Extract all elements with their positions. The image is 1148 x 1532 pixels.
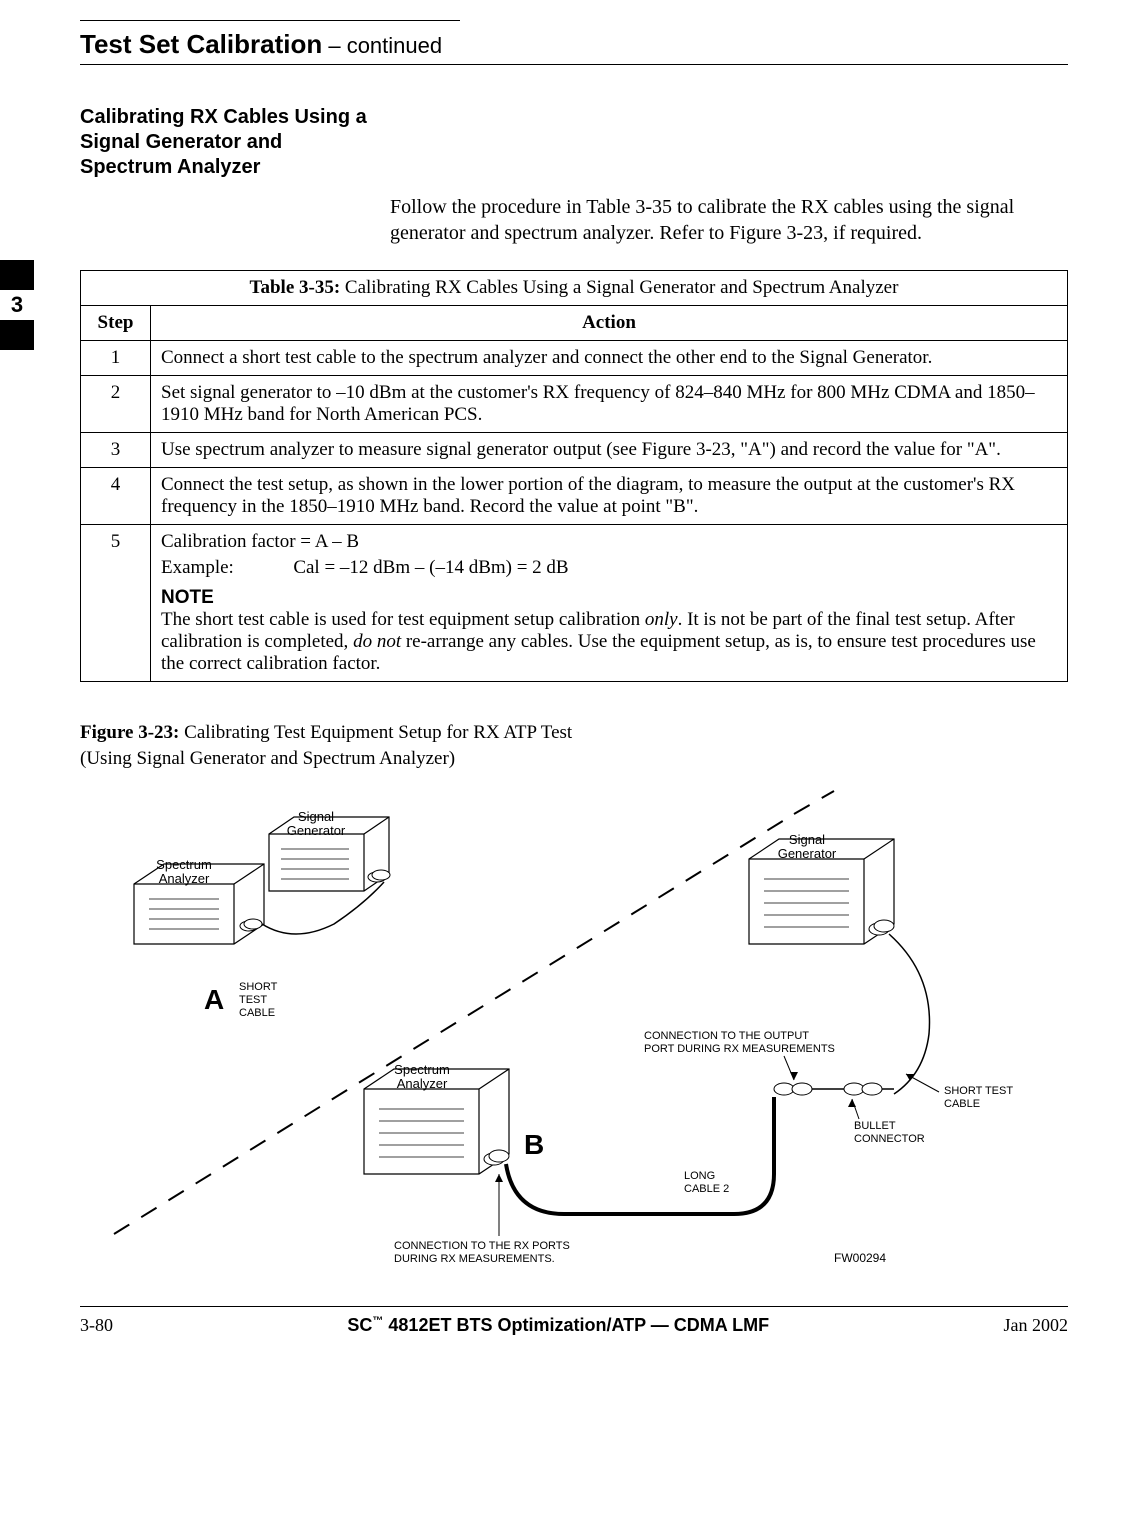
svg-text:SHORT TEST: SHORT TEST bbox=[944, 1085, 1013, 1097]
figure-number: Figure 3-23: bbox=[80, 722, 179, 743]
footer-tm: ™ bbox=[372, 1315, 383, 1327]
table-head-step: Step bbox=[81, 306, 151, 341]
table-row: 2 Set signal generator to –10 dBm at the… bbox=[81, 376, 1068, 433]
table-caption-row: Table 3-35: Calibrating RX Cables Using … bbox=[81, 271, 1068, 306]
svg-text:Spectrum: Spectrum bbox=[156, 857, 212, 872]
figure-diagram: Spectrum Analyzer Signal Generato bbox=[80, 774, 1068, 1294]
table-action: Connect a short test cable to the spectr… bbox=[151, 341, 1068, 376]
table-step: 4 bbox=[81, 468, 151, 525]
step5-example-value: Cal = –12 dBm – (–14 dBm) = 2 dB bbox=[293, 557, 568, 578]
svg-text:CABLE 2: CABLE 2 bbox=[684, 1183, 729, 1195]
step5-note-text: The short test cable is used for test eq… bbox=[161, 609, 1057, 675]
section-title-line3: Spectrum Analyzer bbox=[80, 156, 260, 178]
svg-text:Analyzer: Analyzer bbox=[397, 1076, 448, 1091]
table-step: 5 bbox=[81, 525, 151, 682]
svg-text:CABLE: CABLE bbox=[239, 1007, 275, 1019]
svg-text:Generator: Generator bbox=[287, 823, 346, 838]
figure-subtitle: (Using Signal Generator and Spectrum Ana… bbox=[80, 748, 1068, 770]
table-step: 3 bbox=[81, 433, 151, 468]
table-caption-prefix: Table 3-35: bbox=[250, 277, 341, 298]
note-em-only: only bbox=[645, 609, 678, 630]
svg-text:DURING RX MEASUREMENTS.: DURING RX MEASUREMENTS. bbox=[394, 1253, 555, 1265]
svg-text:B: B bbox=[524, 1129, 544, 1160]
running-header-continued: – continued bbox=[322, 33, 442, 58]
svg-text:LONG: LONG bbox=[684, 1170, 715, 1182]
footer-center-pre: SC bbox=[347, 1315, 372, 1335]
side-tab-top bbox=[0, 260, 34, 290]
footer-rule bbox=[80, 1306, 1068, 1307]
svg-text:BULLET: BULLET bbox=[854, 1120, 896, 1132]
table-action: Use spectrum analyzer to measure signal … bbox=[151, 433, 1068, 468]
table-row: 5 Calibration factor = A – B Example: Ca… bbox=[81, 525, 1068, 682]
page-footer: 3-80 SC™ 4812ET BTS Optimization/ATP — C… bbox=[80, 1315, 1068, 1336]
svg-text:CONNECTION TO THE RX PORTS: CONNECTION TO THE RX PORTS bbox=[394, 1240, 570, 1252]
step5-line1: Calibration factor = A – B bbox=[161, 531, 1057, 553]
table-step: 1 bbox=[81, 341, 151, 376]
table-head-action: Action bbox=[151, 306, 1068, 341]
svg-text:A: A bbox=[204, 984, 224, 1015]
note-em-donot: do not bbox=[353, 631, 401, 652]
section-title-line1: Calibrating RX Cables Using a bbox=[80, 106, 367, 128]
figure-title: Calibrating Test Equipment Setup for RX … bbox=[179, 722, 572, 743]
section-title: Calibrating RX Cables Using a Signal Gen… bbox=[80, 105, 380, 180]
table-row: 4 Connect the test setup, as shown in th… bbox=[81, 468, 1068, 525]
table-action: Connect the test setup, as shown in the … bbox=[151, 468, 1068, 525]
svg-text:Analyzer: Analyzer bbox=[159, 871, 210, 886]
header-rule bbox=[80, 64, 1068, 65]
running-header-title: Test Set Calibration bbox=[80, 29, 322, 59]
svg-text:CONNECTOR: CONNECTOR bbox=[854, 1133, 925, 1145]
table-row: 3 Use spectrum analyzer to measure signa… bbox=[81, 433, 1068, 468]
svg-text:Generator: Generator bbox=[778, 846, 837, 861]
step5-note-label: NOTE bbox=[161, 587, 1057, 609]
figure-caption: Figure 3-23: Calibrating Test Equipment … bbox=[80, 722, 1068, 744]
svg-text:Signal: Signal bbox=[789, 832, 825, 847]
top-short-rule bbox=[80, 20, 460, 21]
footer-date: Jan 2002 bbox=[1003, 1315, 1068, 1336]
running-header: Test Set Calibration – continued bbox=[80, 29, 1068, 60]
svg-text:PORT DURING RX MEASUREMENTS: PORT DURING RX MEASUREMENTS bbox=[644, 1043, 835, 1055]
table-step: 2 bbox=[81, 376, 151, 433]
svg-text:Spectrum: Spectrum bbox=[394, 1062, 450, 1077]
side-chapter-tab: 3 bbox=[0, 260, 34, 350]
step5-example-label: Example: bbox=[161, 557, 234, 578]
side-tab-bottom bbox=[0, 320, 34, 350]
footer-center-rest: 4812ET BTS Optimization/ATP — CDMA LMF bbox=[388, 1315, 769, 1335]
footer-page-number: 3-80 bbox=[80, 1315, 113, 1336]
side-tab-number: 3 bbox=[0, 290, 34, 320]
svg-text:CONNECTION TO THE OUTPUT: CONNECTION TO THE OUTPUT bbox=[644, 1030, 809, 1042]
table-action-step5: Calibration factor = A – B Example: Cal … bbox=[151, 525, 1068, 682]
svg-text:SHORT: SHORT bbox=[239, 981, 278, 993]
note-pre: The short test cable is used for test eq… bbox=[161, 609, 645, 630]
svg-text:FW00294: FW00294 bbox=[834, 1251, 886, 1265]
svg-text:TEST: TEST bbox=[239, 994, 267, 1006]
svg-text:Signal: Signal bbox=[298, 809, 334, 824]
table-header-row: Step Action bbox=[81, 306, 1068, 341]
table-action: Set signal generator to –10 dBm at the c… bbox=[151, 376, 1068, 433]
svg-text:CABLE: CABLE bbox=[944, 1098, 980, 1110]
table-caption-rest: Calibrating RX Cables Using a Signal Gen… bbox=[340, 277, 898, 298]
section-title-line2: Signal Generator and bbox=[80, 131, 282, 153]
intro-paragraph: Follow the procedure in Table 3-35 to ca… bbox=[390, 194, 1068, 246]
procedure-table: Table 3-35: Calibrating RX Cables Using … bbox=[80, 270, 1068, 682]
footer-center: SC™ 4812ET BTS Optimization/ATP — CDMA L… bbox=[347, 1315, 769, 1336]
table-row: 1 Connect a short test cable to the spec… bbox=[81, 341, 1068, 376]
